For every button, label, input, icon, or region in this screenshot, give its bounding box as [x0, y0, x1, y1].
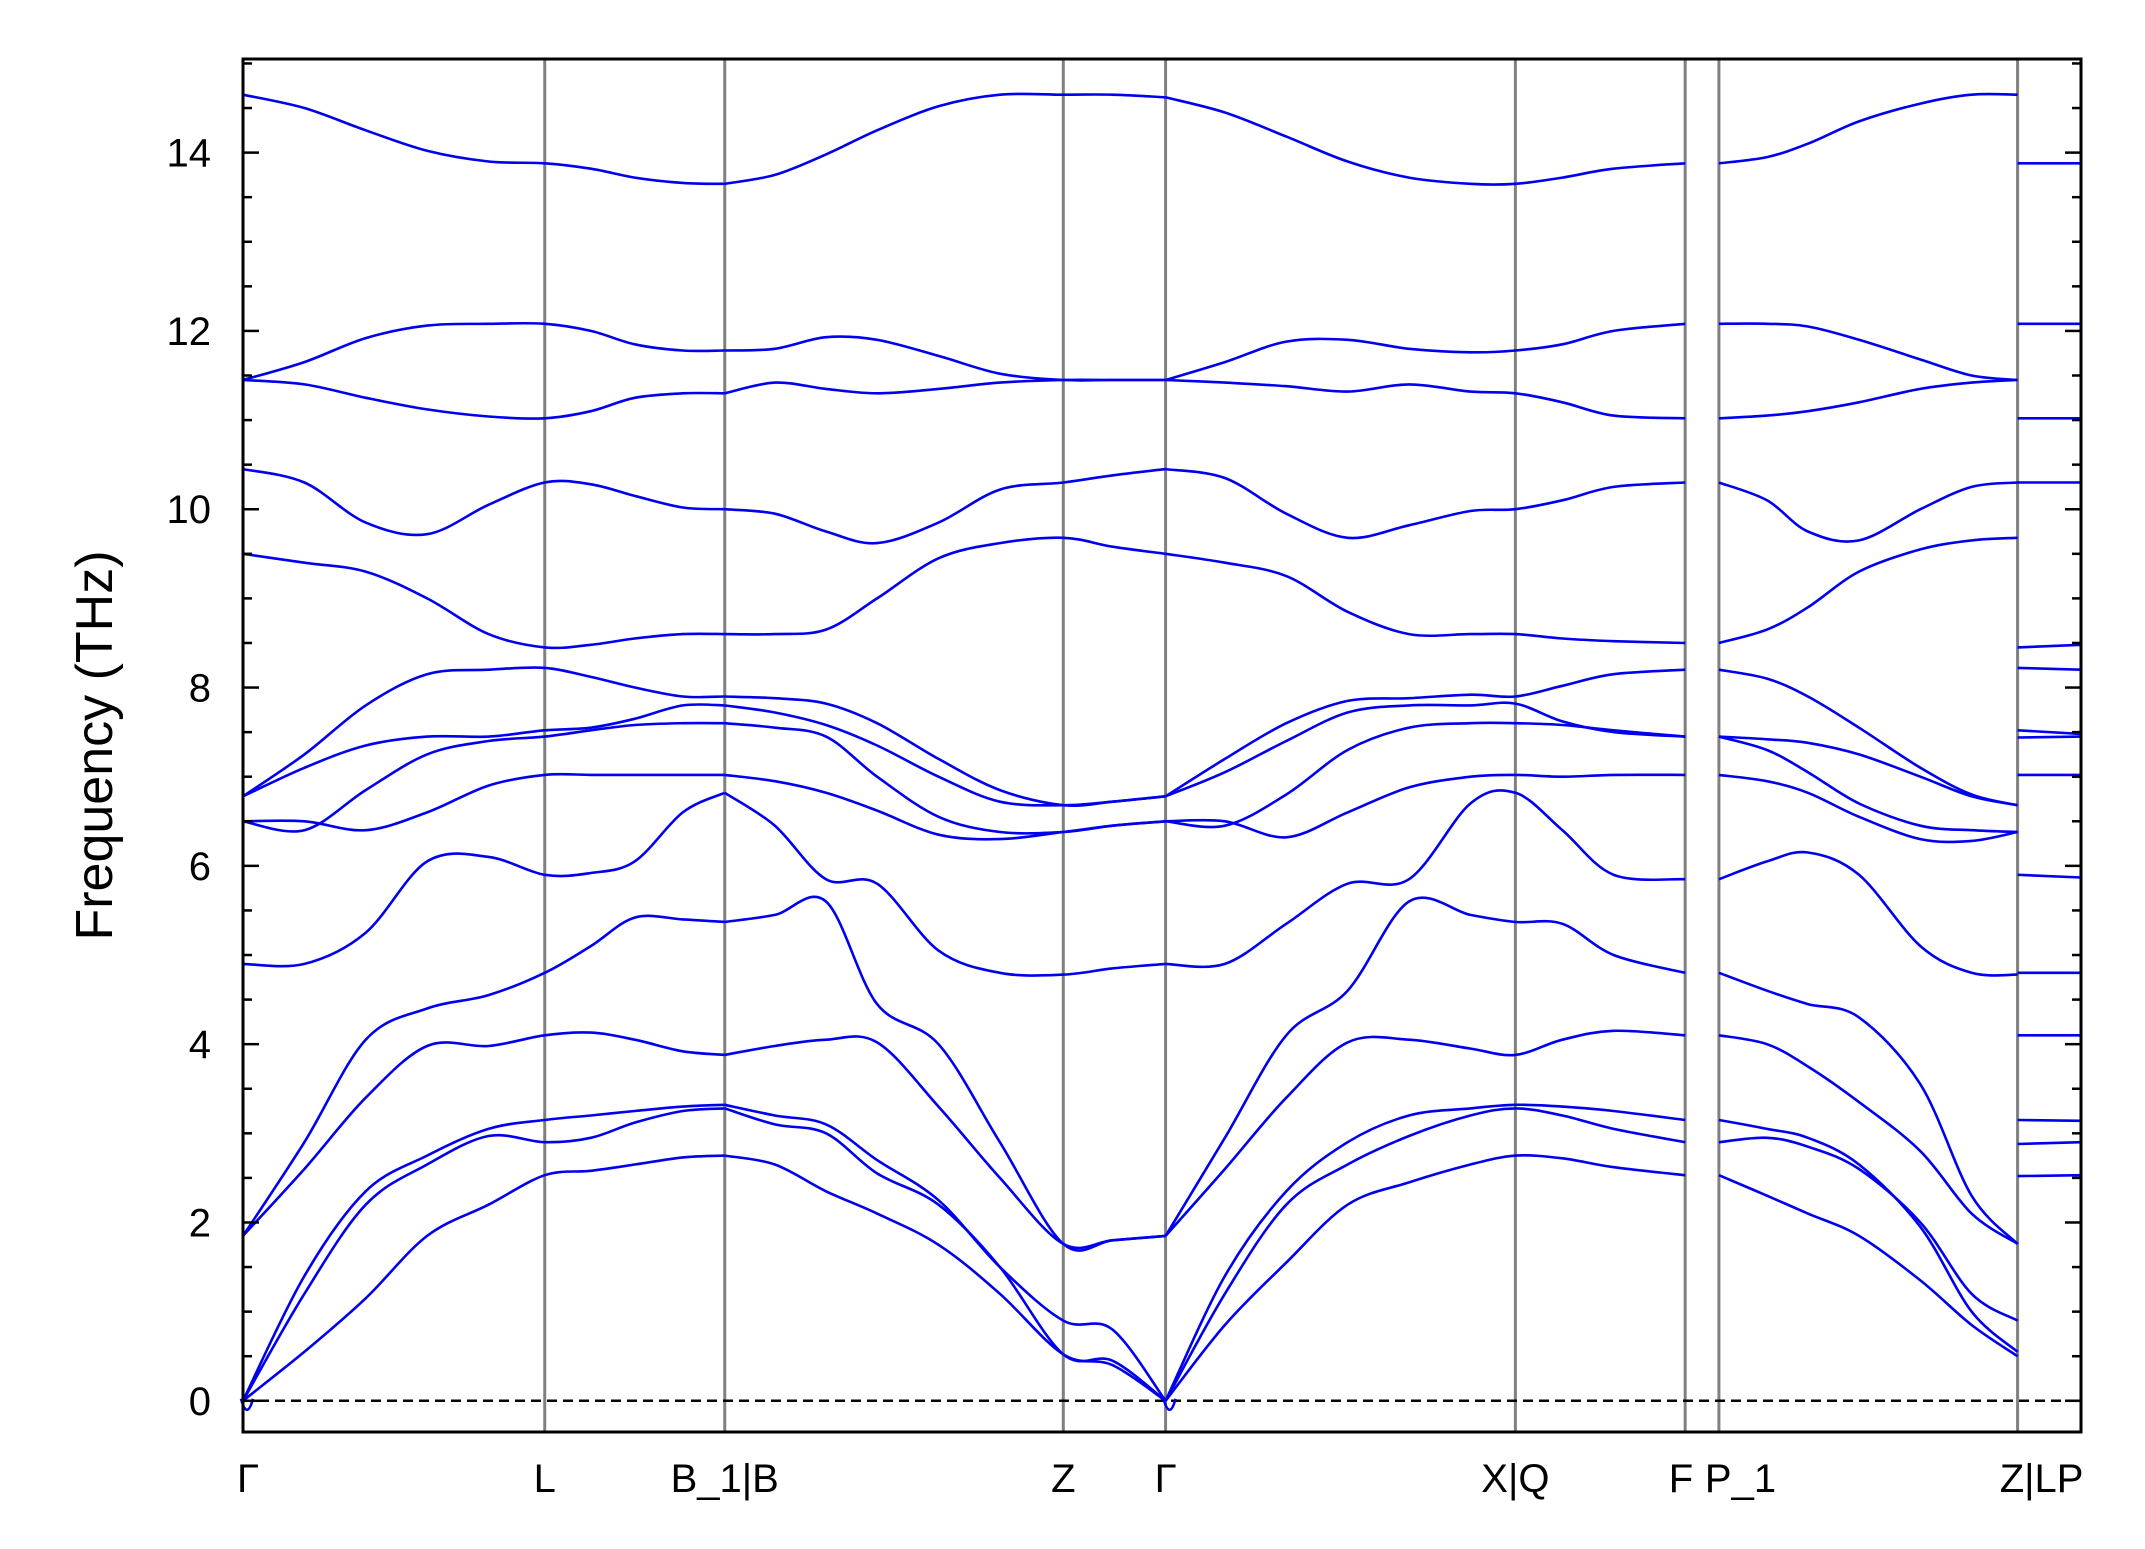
band-line-s2-b10 [1165, 552, 1686, 645]
kpoint-label-1: L [534, 1457, 556, 1501]
y-tick-label: 10 [167, 488, 212, 532]
band-line-s0-b11 [242, 467, 725, 537]
y-tick-label: 12 [167, 310, 212, 354]
band-line-s0-b14 [242, 93, 725, 186]
band-line-s3-b13 [1718, 322, 2018, 382]
band-line-s3-b3 [1718, 1034, 2019, 1245]
kpoint-label-0: Γ [237, 1457, 259, 1501]
band-line-s2-b2 [1164, 1103, 1686, 1402]
band-line-s0-b7 [242, 721, 725, 833]
kpoint-label-4: Γ [1155, 1457, 1177, 1501]
band-line-s0-b2 [241, 1103, 725, 1402]
band-line-s0-b10 [242, 552, 725, 650]
plot-frame [241, 57, 2083, 1434]
kpoint-label-7: P_1 [1705, 1457, 1776, 1501]
kpoint-label-3: Z [1051, 1457, 1075, 1501]
band-line-s4-b8 [2017, 729, 2082, 736]
kpoint-label-5: X|Q [1481, 1457, 1549, 1501]
y-axis-title: Frequency (THz) [66, 550, 124, 940]
band-line-s0-b4 [241, 914, 725, 1237]
band-line-s3-b12 [1718, 378, 2018, 420]
kpoint-label-8: Z|LP [2000, 1457, 2084, 1501]
y-tick-label: 2 [189, 1201, 211, 1245]
band-line-s1-b4 [724, 895, 1166, 1252]
band-line-s2-b8 [1165, 701, 1686, 798]
kpoint-label-2: B_1|B [671, 1457, 779, 1501]
band-line-s0-b3 [242, 1031, 725, 1237]
band-line-s3-b1 [1718, 1136, 2019, 1322]
band-line-s3-b11 [1718, 481, 2018, 543]
band-line-s1-b11 [724, 467, 1166, 545]
band-line-s4-b10 [2017, 643, 2082, 649]
band-line-s4-b0 [2017, 1173, 2082, 1178]
band-line-s4-b7 [2017, 735, 2082, 739]
band-line-s3-b6 [1718, 773, 2018, 844]
band-line-s3-b5 [1718, 850, 2018, 977]
band-line-s3-b10 [1718, 536, 2018, 645]
band-line-s0-b13 [242, 321, 725, 382]
y-tick-label: 0 [189, 1380, 211, 1424]
band-line-s0-b12 [242, 378, 725, 420]
kpoint-label-6: F [1669, 1457, 1693, 1501]
band-line-s2-b11 [1165, 467, 1686, 540]
band-line-s1-b9 [724, 695, 1166, 808]
band-line-s2-b4 [1164, 896, 1686, 1237]
band-line-s2-b9 [1164, 668, 1686, 798]
band-line-s3-b0 [1718, 1174, 2019, 1358]
band-line-s4-b2 [2017, 1118, 2082, 1123]
high-symmetry-lines [543, 59, 2020, 1432]
band-line-s4-b1 [2017, 1140, 2082, 1146]
band-line-s1-b2 [724, 1103, 1167, 1402]
y-tick-label: 6 [189, 845, 211, 889]
phonon-bands [239, 92, 2082, 1412]
band-line-s4-b9 [2017, 666, 2082, 671]
band-line-s3-b14 [1718, 92, 2018, 165]
band-line-s0-b9 [242, 666, 725, 798]
band-line-s3-b8 [1718, 735, 2018, 807]
band-line-s2-b13 [1165, 322, 1686, 382]
band-line-s1-b14 [724, 92, 1166, 186]
band-line-s4-b5 [2017, 873, 2082, 879]
band-line-s1-b3 [724, 1035, 1166, 1250]
band-line-s2-b14 [1165, 96, 1686, 186]
band-line-s2-b6 [1165, 773, 1686, 839]
band-line-s1-b7 [724, 721, 1166, 835]
band-line-s3-b9 [1718, 668, 2018, 807]
band-line-s1-b0 [724, 1154, 1167, 1402]
band-line-s0-b0 [242, 1154, 725, 1402]
band-line-s3-b2 [1718, 1118, 2019, 1353]
gamma-dip-1 [1162, 1398, 1177, 1412]
y-tick-label: 4 [189, 1023, 211, 1067]
band-line-s2-b0 [1164, 1154, 1686, 1402]
band-line-s2-b3 [1164, 1029, 1686, 1237]
band-line-s2-b12 [1165, 378, 1686, 420]
band-line-s2-b1 [1164, 1107, 1686, 1402]
band-line-s1-b13 [724, 335, 1166, 382]
y-tick-label: 14 [167, 132, 212, 176]
y-axis-ticks: 0 2 4 6 8 10 12 14 [167, 62, 2081, 1424]
x-axis-kpoint-labels: Γ L B_1|B Z Γ X|Q F P_1 Z|LP [237, 1457, 2083, 1501]
band-line-s1-b10 [724, 536, 1166, 636]
band-line-s3-b4 [1718, 971, 2019, 1245]
band-line-s3-b7 [1718, 735, 2018, 834]
band-line-s0-b5 [242, 791, 726, 968]
band-line-s1-b5 [723, 791, 1166, 977]
band-line-s0-b8 [242, 703, 725, 798]
band-line-s0-b6 [242, 772, 725, 832]
band-line-s1-b1 [724, 1107, 1167, 1402]
y-tick-label: 8 [189, 667, 211, 711]
band-line-s0-b1 [241, 1107, 725, 1402]
band-line-s2-b5 [1165, 789, 1686, 969]
